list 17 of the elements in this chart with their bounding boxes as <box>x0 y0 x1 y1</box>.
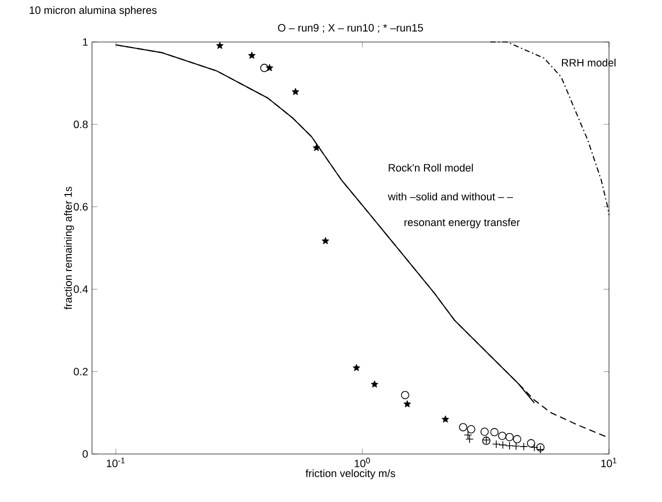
x-tick-label: 10$^{1}$ <box>601 458 616 468</box>
chart-title: O – run9 ; X – run10 ; * –run15 <box>278 24 423 33</box>
y-axis-title: fraction remaining after 1s <box>64 186 74 310</box>
x-tick-label: 10$^{-1}$ <box>106 458 125 468</box>
y-tick-label: 0.2 <box>74 368 88 376</box>
y-tick-label: 1 <box>83 38 88 46</box>
text: 10 micron alumina spheres <box>30 6 157 16</box>
x-tick-label: 10$^{0}$ <box>354 458 370 468</box>
annotation: Rock'n Roll model <box>388 164 473 172</box>
y-tick-label: 0 <box>82 450 88 458</box>
annotation: resonant energy transfer <box>404 218 520 228</box>
annotation: with –solid and without – – <box>388 192 514 200</box>
y-tick-label: 0.6 <box>74 203 88 211</box>
x-axis-title: friction velocity m/s <box>306 469 396 480</box>
y-tick-label: 0.4 <box>74 285 88 293</box>
annotation: RRH model <box>562 58 616 67</box>
y-tick-label: 0.8 <box>74 120 88 128</box>
